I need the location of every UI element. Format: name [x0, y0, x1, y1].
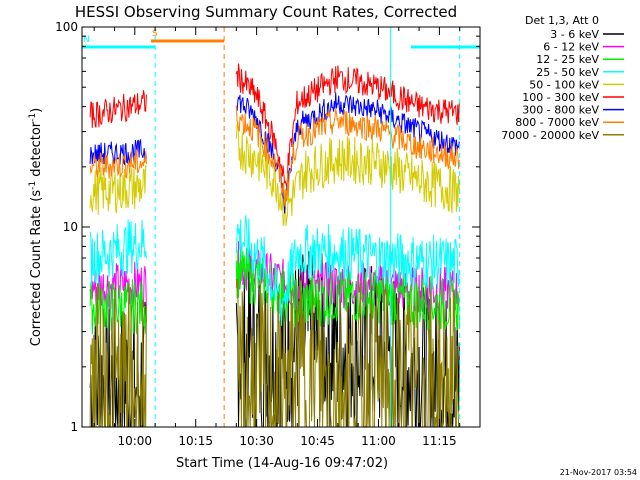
- series-line-50-100keV: [89, 121, 460, 226]
- y-axis-label-mid: detector: [29, 121, 44, 181]
- x-tick-label: 10:00: [117, 434, 152, 448]
- timestamp: 21-Nov-2017 03:54: [560, 468, 637, 477]
- x-tick-label: 11:00: [361, 434, 396, 448]
- x-tick-label: 11:15: [422, 434, 457, 448]
- legend-label: 800 - 7000 keV: [515, 116, 599, 129]
- series-line-100-300keV: [89, 63, 460, 188]
- legend-header: Det 1,3, Att 0: [525, 14, 599, 27]
- x-tick-label: 10:45: [300, 434, 335, 448]
- y-axis-label-end: ): [29, 108, 44, 113]
- legend-label: 25 - 50 keV: [536, 66, 599, 79]
- y-axis-label: Corrected Count Rate (s-1 detector-1): [28, 108, 44, 346]
- y-tick-label: 100: [55, 20, 78, 34]
- legend-label: 3 - 6 keV: [550, 28, 599, 41]
- y-tick-label: 10: [63, 220, 78, 234]
- y-tick-label: 1: [70, 420, 78, 434]
- chart-title: HESSI Observing Summary Count Rates, Cor…: [75, 3, 457, 21]
- legend-label: 12 - 25 keV: [536, 53, 599, 66]
- legend-label: 300 - 800 keV: [522, 104, 599, 117]
- flag-label-N: N: [83, 35, 90, 45]
- axis-layer: 10:00 10:15 10:30 10:45 11:00 11:15 1 10 100: [55, 20, 481, 448]
- flag-layer: SN: [82, 29, 480, 49]
- x-tick-label: 10:30: [239, 434, 274, 448]
- legend-label: 100 - 300 keV: [522, 91, 599, 104]
- x-tick-label: 10:15: [178, 434, 213, 448]
- legend-label: 6 - 12 keV: [543, 41, 599, 54]
- legend-label: 50 - 100 keV: [529, 78, 599, 91]
- y-axis-label-main: Corrected Count Rate (s: [29, 190, 44, 347]
- series-line-25-50keV: [89, 215, 460, 326]
- series-line-800-7000keV: [89, 105, 460, 207]
- y-axis-label-sup2: -1: [28, 113, 38, 122]
- y-axis-label-sup1: -1: [28, 181, 38, 190]
- flag-label-S: S: [152, 29, 158, 39]
- legend-label: 7000 - 20000 keV: [501, 129, 599, 142]
- x-axis-label: Start Time (14-Aug-16 09:47:02): [176, 456, 388, 471]
- marker-layer: [154, 27, 461, 427]
